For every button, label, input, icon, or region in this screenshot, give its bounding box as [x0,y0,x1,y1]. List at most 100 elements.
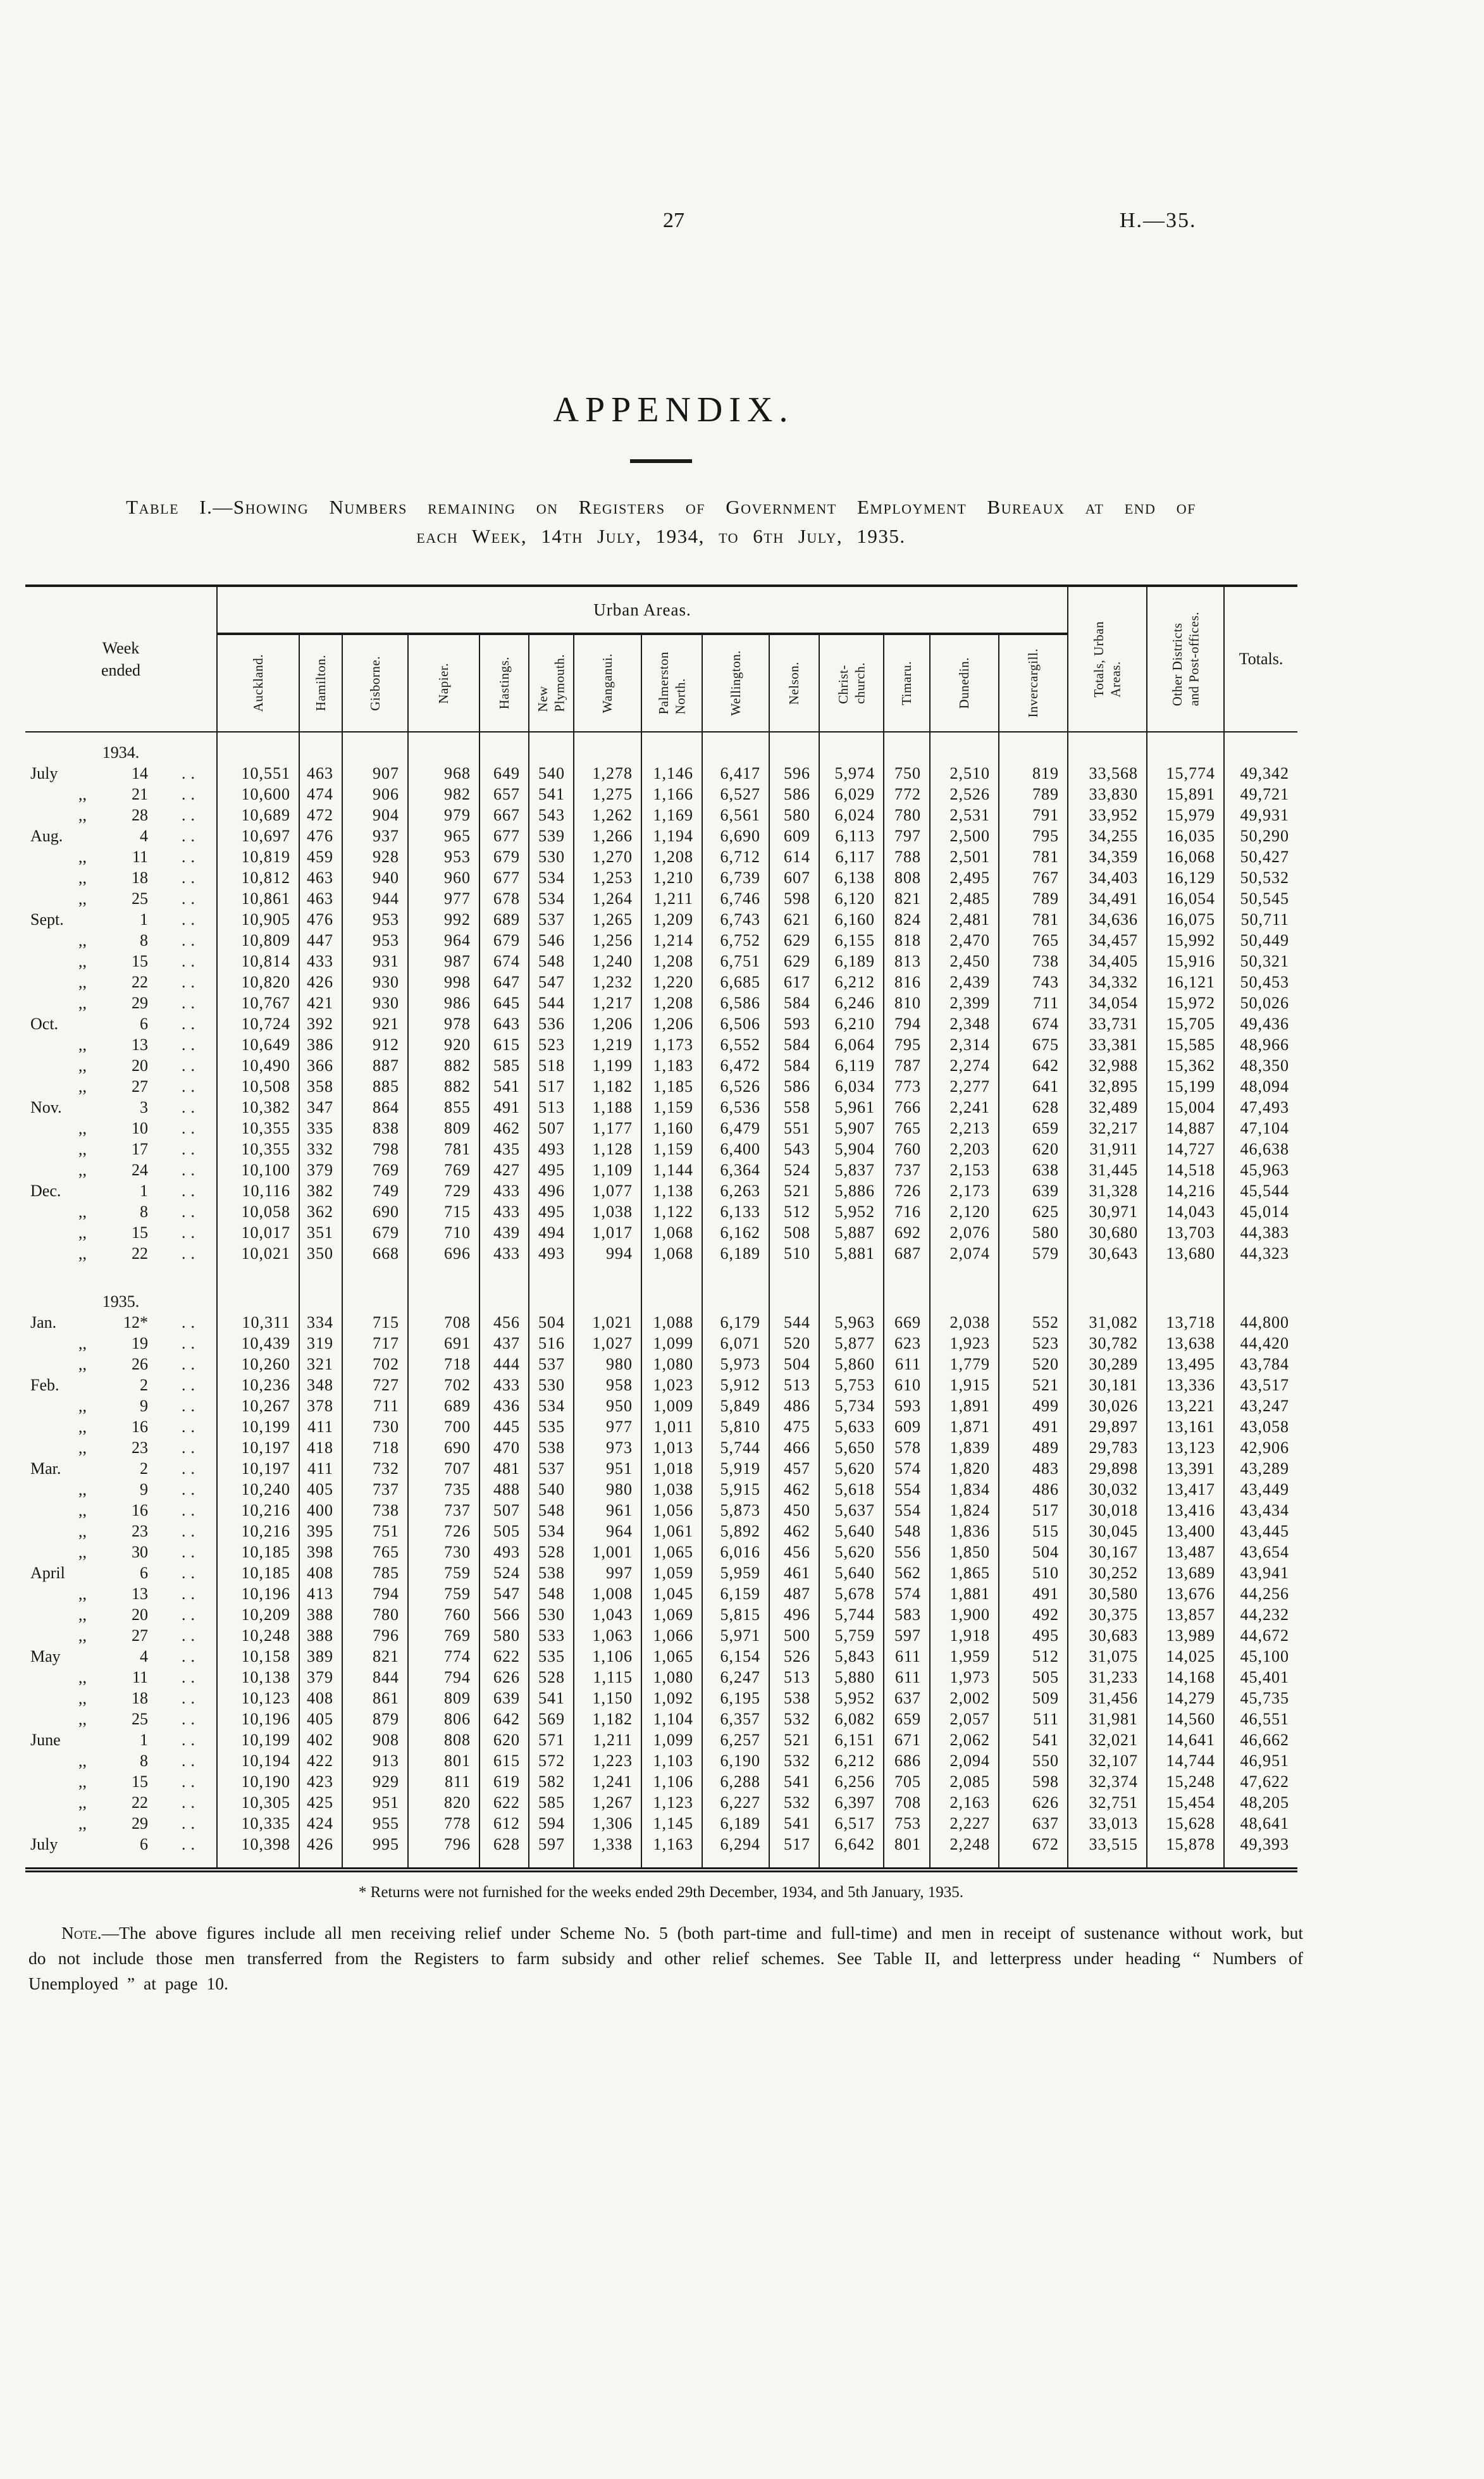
column-header-label: Hastings. [496,657,512,710]
value-cell: 528 [528,1542,574,1562]
value-cell: 824 [883,909,930,930]
value-cell: 5,887 [819,1222,884,1243]
value-cell: 44,383 [1223,1222,1298,1243]
value-cell: 737 [342,1479,408,1500]
value-cell: 798 [342,1139,408,1159]
month-label: ,, [78,1480,87,1499]
value-cell: 524 [479,1562,529,1583]
value-cell [1223,1855,1298,1872]
value-cell: 5,915 [702,1479,769,1500]
table-row: June 1.. 10,199 402 908 808 620 571 1,211 1,099 6,… [25,1729,1298,1750]
column-header-label: Auckland. [250,654,266,712]
value-cell: 45,401 [1223,1667,1298,1688]
table-caption-line2: each Week, 14th July, 1934, to 6th July,… [416,525,906,547]
value-cell: 816 [883,972,930,992]
value-cell: 607 [769,867,819,888]
value-cell: 540 [528,1479,574,1500]
value-cell: 6,517 [819,1813,884,1834]
value-cell: 31,445 [1067,1159,1147,1180]
value-cell: 571 [528,1729,574,1750]
value-cell: 562 [883,1562,930,1583]
column-header-label: Timaru. [899,661,915,705]
value-cell: 534 [528,1395,574,1416]
value-cell: 1,146 [641,763,702,784]
column-header-label: Napier. [436,662,452,704]
value-cell: 978 [407,1013,479,1034]
value-cell: 1,169 [641,805,702,825]
value-cell: 29,783 [1067,1437,1147,1458]
value-cell: 879 [342,1709,408,1729]
value-cell: 819 [998,763,1068,784]
leader-dots: .. [182,1397,200,1415]
value-cell: 780 [342,1604,408,1625]
month-label: ,, [78,1056,87,1075]
value-cell: 507 [528,1118,574,1139]
value-cell: 49,393 [1223,1834,1298,1855]
value-cell: 1,138 [641,1180,702,1201]
month-label: ,, [78,1202,87,1221]
value-cell: 43,445 [1223,1521,1298,1542]
month-label: ,, [78,1689,87,1707]
value-cell: 543 [528,805,574,825]
value-cell: 584 [769,1034,819,1055]
month-label: ,, [78,1605,87,1624]
month-label: ,, [78,1140,87,1158]
column-header-new: New Plymouth. [528,633,574,733]
week-cell: ,, 23.. [25,1437,217,1458]
value-cell: 671 [883,1729,930,1750]
value-cell: 10,236 [216,1375,299,1395]
value-cell [929,1855,999,1872]
value-cell: 1,021 [573,1312,641,1333]
value-cell: 669 [883,1312,930,1333]
value-cell: 13,703 [1146,1222,1225,1243]
value-cell: 512 [769,1201,819,1222]
value-cell: 628 [479,1834,529,1855]
value-cell: 463 [299,888,342,909]
value-cell: 906 [342,784,408,805]
week-cell: ,, 25.. [25,1709,217,1729]
value-cell: 1,209 [641,909,702,930]
value-cell: 532 [769,1709,819,1729]
value-cell [641,1264,702,1282]
value-cell [573,1855,641,1872]
value-cell: 953 [342,909,408,930]
value-cell: 34,405 [1067,951,1147,972]
value-cell: 379 [299,1667,342,1688]
value-cell: 642 [998,1055,1068,1076]
value-cell: 10,197 [216,1437,299,1458]
value-cell: 569 [528,1709,574,1729]
week-cell: ,, 15.. [25,1222,217,1243]
value-cell: 5,849 [702,1395,769,1416]
value-cell: 953 [407,846,479,867]
value-cell: 536 [528,1013,574,1034]
value-cell: 463 [299,763,342,784]
value-cell: 366 [299,1055,342,1076]
day-label: 9 [140,1480,148,1499]
day-label: 17 [132,1140,148,1158]
value-cell: 495 [998,1625,1068,1646]
value-cell: 13,221 [1146,1395,1225,1416]
value-cell: 6,160 [819,909,884,930]
leader-dots: .. [182,1355,200,1373]
value-cell: 6,472 [702,1055,769,1076]
day-label: 16 [132,1501,148,1519]
column-header-label: Wanganui. [600,653,615,714]
value-cell: 459 [299,846,342,867]
value-cell: 2,348 [929,1013,999,1034]
value-cell: 444 [479,1354,529,1375]
value-cell: 955 [342,1813,408,1834]
value-cell: 994 [573,1243,641,1264]
value-cell: 540 [528,763,574,784]
value-cell: 965 [407,825,479,846]
value-cell: 729 [407,1180,479,1201]
value-cell [342,1282,408,1312]
week-cell: ,, 23.. [25,1521,217,1542]
value-cell: 426 [299,972,342,992]
value-cell: 1,206 [573,1013,641,1034]
value-cell: 32,021 [1067,1729,1147,1750]
value-cell: 1,208 [641,992,702,1013]
value-cell: 10,116 [216,1180,299,1201]
value-cell: 611 [883,1646,930,1667]
value-cell: 13,416 [1146,1500,1225,1521]
value-cell [819,1264,884,1282]
